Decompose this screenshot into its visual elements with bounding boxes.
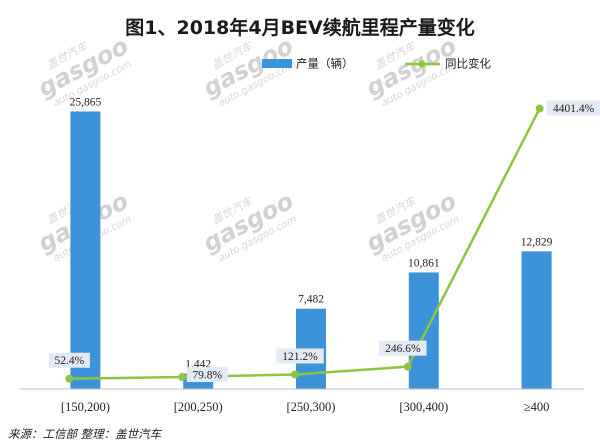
bar-value-label: 25,865 (70, 96, 102, 108)
line-value-label: 121.2% (282, 351, 318, 363)
legend: 产量（辆） 同比变化 (262, 57, 491, 71)
legend-swatch-bar (262, 59, 292, 68)
line-point (65, 374, 74, 383)
line-label-bg (186, 367, 228, 383)
x-tick-label: [300,400) (399, 400, 448, 414)
x-tick-label: ≥400 (524, 400, 550, 414)
line-value-label: 246.6% (385, 343, 421, 355)
x-tick-label: [200,250) (174, 400, 223, 414)
legend-marker-line (418, 60, 426, 68)
line-label-bg (546, 100, 600, 116)
x-tick-label: [150,200) (61, 400, 110, 414)
line-label-bg (276, 348, 324, 364)
line-label-bg (48, 352, 90, 368)
bar-value-label: 7,482 (298, 294, 324, 306)
line-label-bg (379, 340, 427, 356)
line-value-label: 4401.4% (553, 103, 595, 115)
bar (408, 272, 439, 389)
bar (521, 251, 552, 389)
legend-label-line: 同比变化 (445, 57, 491, 71)
line-point (178, 373, 187, 382)
line-point (291, 370, 299, 379)
bar-value-label: 12,829 (521, 236, 553, 248)
line-point (535, 104, 544, 113)
chart-title: 图1、2018年4月BEV续航里程产量变化 (125, 16, 475, 39)
x-tick-label: [250,300) (287, 400, 336, 414)
line-point (403, 362, 412, 371)
bar (70, 111, 101, 389)
line-value-label: 52.4% (55, 355, 85, 367)
x-tick-labels: [150,200) [200,250) [250,300) [300,400) ≥400 (61, 400, 549, 414)
legend-label-bar: 产量（辆） (296, 57, 354, 71)
line-value-label: 79.8% (192, 370, 222, 382)
source-note: 来源：工信部 整理：盖世汽车 (8, 427, 163, 441)
line-series: 52.4% 79.8% 121.2% 246.6% 4401.4% (48, 100, 600, 383)
bar-value-label: 10,861 (408, 257, 440, 269)
